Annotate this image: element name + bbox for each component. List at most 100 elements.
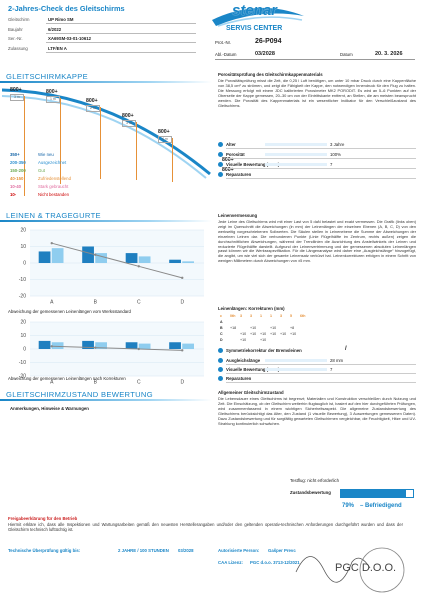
line-point xyxy=(94,346,97,349)
corr-cell: 3 xyxy=(240,314,242,318)
y-tick-label: 20 xyxy=(20,227,26,233)
field-value: XA69SM-03-01-10612 xyxy=(48,36,91,41)
legend-range: 40-150 xyxy=(10,176,24,181)
section-rule xyxy=(0,81,212,83)
row-icon xyxy=(218,367,223,372)
abl: 03/2028 xyxy=(255,51,275,57)
corr-cell: +10 xyxy=(240,332,247,336)
info-title: Porositätsprüfung des Gleitschirmkappenm… xyxy=(218,72,323,77)
legend-label: Gut xyxy=(38,168,45,173)
date: 20. 3. 2026 xyxy=(375,51,403,57)
x-tick-label: C xyxy=(137,379,141,385)
row-icon xyxy=(218,172,223,177)
row-track xyxy=(265,359,327,362)
bar xyxy=(138,343,151,349)
canopy-diagram xyxy=(1,88,211,179)
row-track xyxy=(265,163,327,166)
section-rule xyxy=(0,399,212,401)
point-marker xyxy=(60,98,61,184)
corr-cell: +10 xyxy=(250,326,257,330)
row-icon xyxy=(218,142,223,147)
legend-range: 200-350 xyxy=(10,160,26,165)
chart-caption: Abweichung der gemessenen Leinenlängen v… xyxy=(8,309,131,314)
date-label: Datum xyxy=(340,52,353,57)
info-text: Die Lebensdauer eines Gleitschirms ist b… xyxy=(218,396,416,426)
point-value: 800+ xyxy=(122,113,134,119)
legend-label: Ausgezeichnet xyxy=(38,160,67,165)
point-marker xyxy=(24,96,25,196)
corr-cell: +10 xyxy=(250,332,257,336)
legend-label: Zufriedenstellend xyxy=(38,176,71,181)
point-pos: 2 m xyxy=(86,105,100,112)
x-tick-label: A xyxy=(50,379,54,385)
bar xyxy=(125,342,138,349)
chart: -20 -10 0 10 20 A B C D xyxy=(19,227,204,305)
row-icon xyxy=(218,358,223,363)
bar xyxy=(38,340,51,349)
corr-cell: A xyxy=(220,320,223,324)
line xyxy=(51,242,183,279)
person-label: Autorisierte Person: xyxy=(218,548,260,553)
row-icon xyxy=(218,376,223,381)
point-pos: 4 m xyxy=(158,136,172,143)
icon xyxy=(218,348,223,353)
sym: Symmetriekorrektur der Bremsleinen xyxy=(226,348,302,353)
bar xyxy=(95,253,107,263)
corr-cell: +10 xyxy=(290,332,297,336)
sym-mark: / xyxy=(345,346,347,352)
corr-cell: +10 xyxy=(270,332,277,336)
row-icon xyxy=(218,152,223,157)
point-value: 800+ xyxy=(86,98,98,104)
point-value: 800+ xyxy=(10,87,22,93)
line-point xyxy=(50,345,53,348)
line-point xyxy=(181,349,184,352)
canopy-arc xyxy=(1,88,211,176)
footer-text: Hiermit erkläre ich, dass alle Inspektio… xyxy=(8,522,403,532)
field-line xyxy=(46,23,196,24)
y-tick-label: 0 xyxy=(23,260,26,266)
legend-range: 10-40 xyxy=(10,184,21,189)
section-title: LEINEN & TRAGEGURTE xyxy=(6,211,101,220)
corr-cell: +10 xyxy=(260,338,267,342)
corr-cell: B xyxy=(220,326,223,330)
corr-cell: c xyxy=(220,314,222,318)
row-label: Reparaturen xyxy=(226,172,252,177)
corr-cell: C xyxy=(220,332,223,336)
field-label: Zulassung xyxy=(8,45,28,51)
x-tick-label: C xyxy=(137,299,141,305)
section-rule xyxy=(0,220,212,222)
point-pos: 3 m xyxy=(10,94,24,101)
bar xyxy=(82,340,94,349)
rating-text: – Befriedigend xyxy=(360,503,402,509)
row-icon xyxy=(218,162,223,167)
corr-cell: 0th xyxy=(230,314,236,318)
field-line xyxy=(46,32,196,33)
row-value: 3 Jahre xyxy=(330,142,345,147)
row-value: 7 xyxy=(330,162,333,167)
prot-label: Prot.-Nr. xyxy=(215,40,231,45)
person: Gašper Prevc xyxy=(268,548,296,553)
rating: 79% xyxy=(342,503,355,509)
field-value: UP Rimo SM xyxy=(48,17,74,22)
bar xyxy=(95,342,107,349)
x-tick-label: B xyxy=(94,299,98,305)
point-pos: 1 m xyxy=(46,96,60,103)
bar xyxy=(169,342,181,349)
bar xyxy=(138,256,151,263)
field-value: 6/2022 xyxy=(48,26,62,32)
valid: 2 JAHRE / 100 STUNDEN xyxy=(118,548,169,553)
corr-cell: 3 xyxy=(250,314,252,318)
info-text: Jede Leine des Gleitschirms wird mit ein… xyxy=(218,219,416,264)
logo: stenar xyxy=(232,2,278,19)
corr-cell: +8 xyxy=(290,326,295,330)
rating-track xyxy=(340,489,414,498)
abl-label: Abl.-Datum xyxy=(215,52,237,57)
corr-cell: D xyxy=(220,338,223,342)
point-marker xyxy=(172,138,173,182)
chart: -20 -10 0 10 20 A B C D xyxy=(19,319,204,385)
bar xyxy=(169,259,181,263)
point-marker xyxy=(100,107,101,179)
field-value: LTF/EN A xyxy=(48,45,67,51)
info-title: Allgemeiner Gleitschirmzustand xyxy=(218,390,284,395)
logo-art xyxy=(212,7,304,27)
